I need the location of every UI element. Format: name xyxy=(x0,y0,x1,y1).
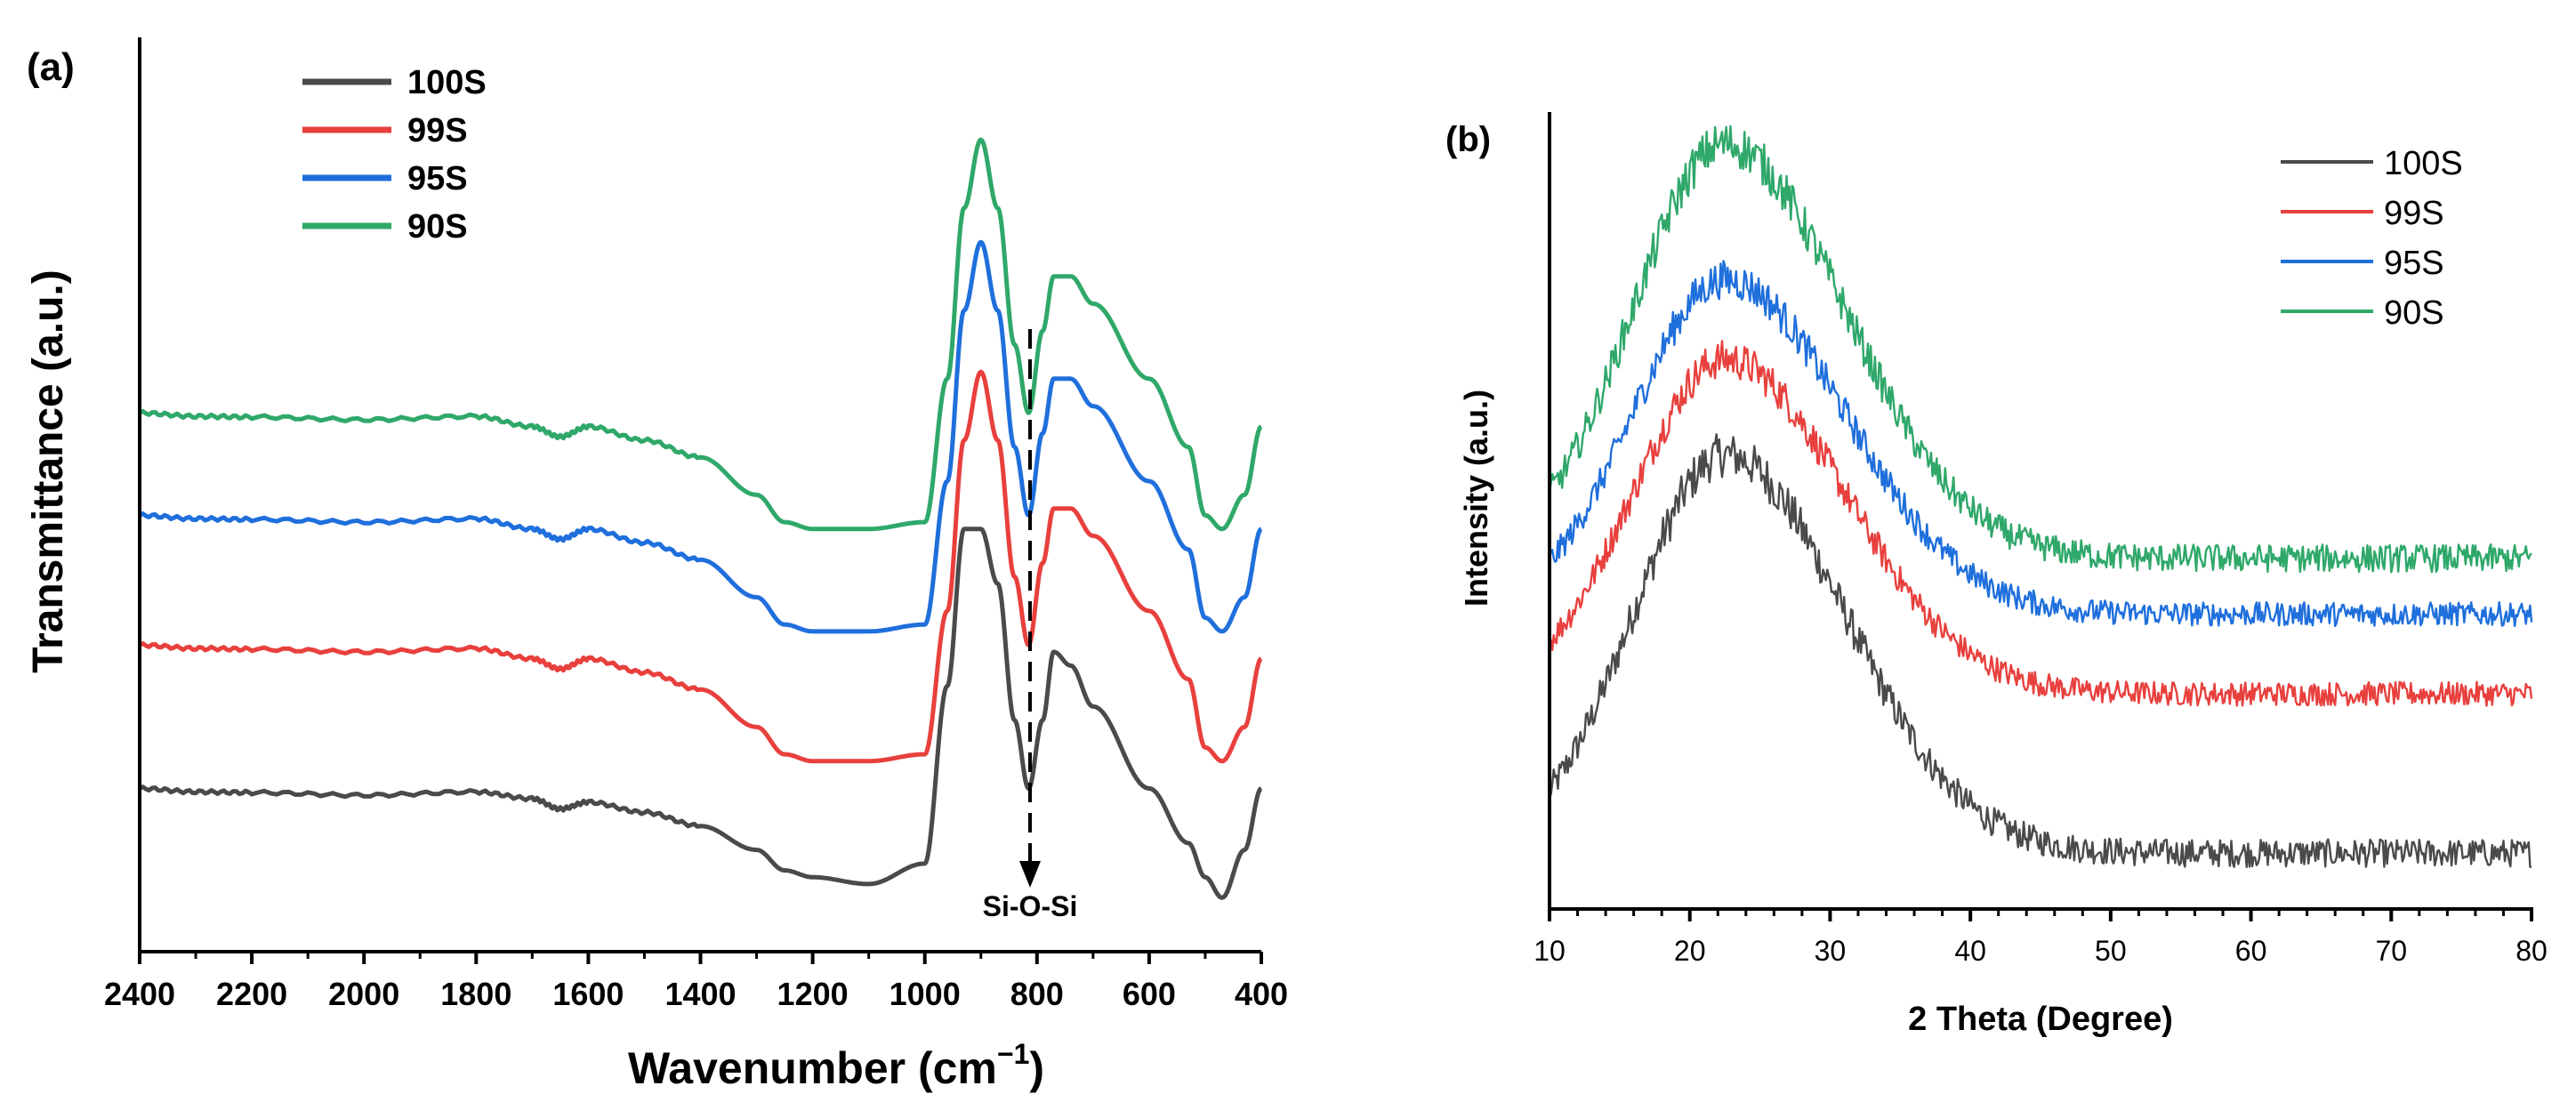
x-tick-label-1400: 1400 xyxy=(664,976,736,1012)
panel-b-xrd-chart: (b) 10 20 30 40 50 60 70 80 100S 99S 95S 90S 2 The… xyxy=(1445,112,2548,1038)
x-tick-label-1800: 1800 xyxy=(440,976,511,1012)
xrd-series-line-90S xyxy=(1548,125,2532,574)
panel-b-x-axis-title: 2 Theta (Degree) xyxy=(1908,1001,2173,1038)
panel-a-label: (a) xyxy=(27,45,75,89)
si-o-si-label: Si-O-Si xyxy=(983,890,1078,922)
xrd-legend-label-100S: 100S xyxy=(2384,145,2463,182)
panel-b-label: (b) xyxy=(1445,120,1491,159)
xrd-series-line-99S xyxy=(1549,340,2533,707)
panel-a-x-axis-title: Wavenumber (cm−1) xyxy=(628,1038,1044,1093)
xrd-legend-label-99S: 99S xyxy=(2384,195,2444,232)
xrd-x-tick-label-80: 80 xyxy=(2516,935,2548,967)
x-tick-label-400: 400 xyxy=(1235,976,1288,1012)
xrd-x-tick-label-20: 20 xyxy=(1674,935,1706,967)
panel-b-series-group xyxy=(1548,125,2533,869)
legend-label-99S: 99S xyxy=(407,112,468,149)
si-o-si-arrow-head xyxy=(1019,861,1041,888)
xrd-x-tick-label-30: 30 xyxy=(1815,935,1847,967)
series-line-100S xyxy=(138,527,1263,900)
panel-a-y-axis-title: Transmittance (a.u.) xyxy=(25,269,72,672)
panel-a-annotation-group: Si-O-Si xyxy=(983,329,1078,922)
panel-a-x-ticks: 2400 2200 2000 1800 1600 1400 1200 1000 800 600 40… xyxy=(104,952,1288,1012)
xrd-x-tick-label-60: 60 xyxy=(2235,935,2267,967)
series-line-90S xyxy=(138,137,1263,532)
xrd-series-line-95S xyxy=(1549,260,2533,628)
legend-label-100S: 100S xyxy=(407,64,487,101)
panel-b-legend: 100S 99S 95S 90S xyxy=(2281,145,2463,332)
legend-label-90S: 90S xyxy=(407,208,468,245)
panel-a-series-group xyxy=(138,137,1263,900)
x-tick-label-800: 800 xyxy=(1010,976,1064,1012)
panel-a-x-axis-unit-exponent: −1 xyxy=(997,1038,1029,1070)
xrd-legend-label-90S: 90S xyxy=(2384,294,2444,332)
series-line-95S xyxy=(138,239,1263,634)
panel-b-x-ticks: 10 20 30 40 50 60 70 80 xyxy=(1534,909,2548,967)
x-tick-label-2400: 2400 xyxy=(104,976,175,1012)
xrd-x-tick-label-10: 10 xyxy=(1534,935,1566,967)
xrd-series-line-100S xyxy=(1548,433,2532,869)
xrd-x-tick-label-40: 40 xyxy=(1954,935,1986,967)
panel-a-legend: 100S 99S 95S 90S xyxy=(302,64,487,245)
x-tick-label-1600: 1600 xyxy=(552,976,624,1012)
xrd-x-tick-label-70: 70 xyxy=(2375,935,2407,967)
xrd-legend-label-95S: 95S xyxy=(2384,245,2444,282)
panel-a-x-axis-unit-close: ) xyxy=(1029,1043,1044,1093)
xrd-x-tick-label-50: 50 xyxy=(2095,935,2127,967)
series-line-99S xyxy=(138,369,1263,764)
x-tick-label-1200: 1200 xyxy=(777,976,849,1012)
x-tick-label-2200: 2200 xyxy=(216,976,287,1012)
x-tick-label-2000: 2000 xyxy=(328,976,399,1012)
panel-a-ftir-chart: (a) 2400 2200 2000 1800 1600 1400 1200 1000 800 6… xyxy=(25,37,1288,1093)
x-tick-label-600: 600 xyxy=(1123,976,1176,1012)
legend-label-95S: 95S xyxy=(407,160,468,197)
panel-b-y-axis-title: Intensity (a.u.) xyxy=(1458,390,1494,607)
x-tick-label-1000: 1000 xyxy=(890,976,961,1012)
